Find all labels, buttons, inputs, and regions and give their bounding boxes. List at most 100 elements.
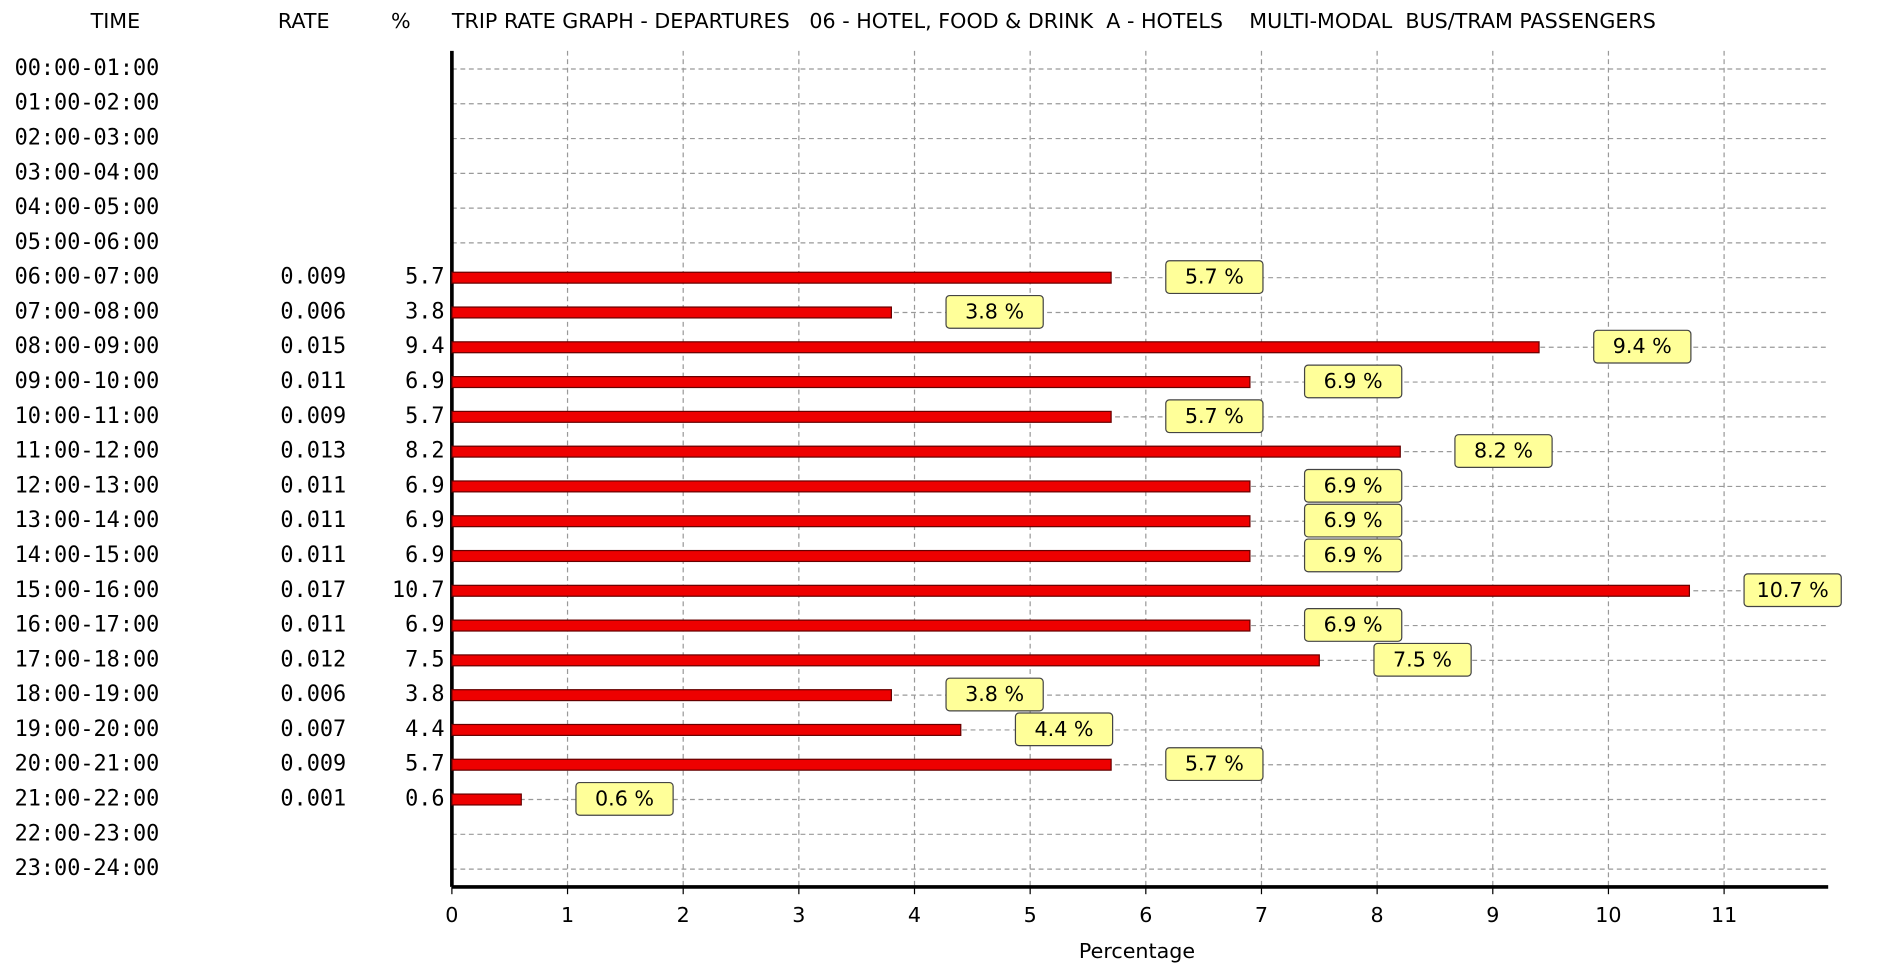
percent-label: 4.4 <box>405 717 444 742</box>
value-label: 4.4 % <box>1035 717 1094 741</box>
time-label: 04:00-05:00 <box>15 195 160 220</box>
rate-label: 0.006 <box>280 300 346 325</box>
value-label-box <box>1743 573 1842 608</box>
column-header: TIME <box>90 9 141 33</box>
bar <box>451 341 1540 354</box>
x-tick-label: 10 <box>1595 903 1621 927</box>
time-label: 20:00-21:00 <box>15 752 160 777</box>
value-label-box <box>1165 260 1264 295</box>
bar <box>451 689 892 702</box>
value-label: 7.5 % <box>1393 647 1452 671</box>
value-label: 3.8 % <box>965 682 1024 706</box>
x-tick-label: 1 <box>561 903 574 927</box>
rate-label: 0.009 <box>280 404 346 429</box>
time-label: 15:00-16:00 <box>15 578 160 603</box>
rate-label: 0.011 <box>280 613 346 638</box>
x-tick-label: 2 <box>677 903 690 927</box>
bar <box>451 619 1251 632</box>
time-label: 17:00-18:00 <box>15 647 160 672</box>
value-label: 0.6 % <box>595 787 654 811</box>
percent-label: 10.7 <box>392 578 445 603</box>
value-label: 6.9 % <box>1324 369 1383 393</box>
value-label: 3.8 % <box>965 300 1024 324</box>
time-label: 21:00-22:00 <box>15 787 160 812</box>
bar <box>451 758 1112 771</box>
x-tick-label: 11 <box>1711 903 1737 927</box>
value-label: 6.9 % <box>1324 543 1383 567</box>
value-label-box <box>1165 399 1264 434</box>
percent-label: 6.9 <box>405 369 444 394</box>
time-label: 14:00-15:00 <box>15 543 160 568</box>
percent-label: 7.5 <box>405 647 444 672</box>
time-label: 00:00-01:00 <box>15 56 160 81</box>
bar <box>451 515 1251 528</box>
rate-label: 0.011 <box>280 473 346 498</box>
time-label: 06:00-07:00 <box>15 265 160 290</box>
rate-label: 0.015 <box>280 334 346 359</box>
bar <box>451 410 1112 423</box>
bar <box>451 306 892 319</box>
bar <box>451 584 1691 597</box>
column-header: % <box>391 9 411 33</box>
x-tick-label: 4 <box>908 903 921 927</box>
value-label-box <box>1373 642 1472 677</box>
value-label: 9.4 % <box>1613 334 1672 358</box>
value-label: 5.7 % <box>1185 265 1244 289</box>
rate-label: 0.001 <box>280 787 346 812</box>
rate-label: 0.011 <box>280 508 346 533</box>
time-label: 19:00-20:00 <box>15 717 160 742</box>
percent-label: 6.9 <box>405 543 444 568</box>
percent-label: 6.9 <box>405 508 444 533</box>
time-label: 22:00-23:00 <box>15 821 160 846</box>
percent-label: 0.6 <box>405 787 444 812</box>
value-label: 8.2 % <box>1474 439 1533 463</box>
time-label: 07:00-08:00 <box>15 300 160 325</box>
rate-label: 0.006 <box>280 682 346 707</box>
rate-label: 0.007 <box>280 717 346 742</box>
value-label-box <box>1593 329 1692 364</box>
value-label-box <box>1303 503 1403 538</box>
value-label: 6.9 % <box>1324 508 1383 532</box>
column-header: RATE <box>278 9 330 33</box>
time-label: 11:00-12:00 <box>15 439 160 464</box>
percent-label: 3.8 <box>405 300 444 325</box>
time-label: 16:00-17:00 <box>15 613 160 638</box>
time-label: 08:00-09:00 <box>15 334 160 359</box>
percent-label: 5.7 <box>405 404 444 429</box>
value-label-box <box>945 677 1044 712</box>
value-label: 5.7 % <box>1185 752 1244 776</box>
x-tick-label: 3 <box>792 903 805 927</box>
value-label: 10.7 % <box>1757 578 1829 602</box>
value-label-box <box>1303 608 1403 642</box>
x-axis-label: Percentage <box>1079 939 1195 963</box>
value-label-box <box>575 781 674 816</box>
time-label: 01:00-02:00 <box>15 91 160 116</box>
time-label: 09:00-10:00 <box>15 369 160 394</box>
time-label: 02:00-03:00 <box>15 126 160 151</box>
time-label: 05:00-06:00 <box>15 230 160 255</box>
rate-label: 0.017 <box>280 578 346 603</box>
x-tick-label: 6 <box>1139 903 1152 927</box>
bar <box>451 480 1251 493</box>
rate-label: 0.013 <box>280 439 346 464</box>
time-label: 18:00-19:00 <box>15 682 160 707</box>
percent-label: 6.9 <box>405 613 444 638</box>
bar <box>451 654 1320 667</box>
bar <box>451 271 1112 284</box>
bar <box>451 376 1251 389</box>
percent-label: 5.7 <box>405 265 444 290</box>
value-label: 6.9 % <box>1324 613 1383 637</box>
time-label: 10:00-11:00 <box>15 404 160 429</box>
rate-label: 0.009 <box>280 752 346 777</box>
x-tick-label: 5 <box>1024 903 1037 927</box>
rate-label: 0.011 <box>280 543 346 568</box>
time-label: 13:00-14:00 <box>15 508 160 533</box>
x-tick-label: 0 <box>445 903 458 927</box>
time-label: 12:00-13:00 <box>15 473 160 498</box>
bar <box>451 723 962 736</box>
percent-label: 3.8 <box>405 682 444 707</box>
percent-label: 5.7 <box>405 752 444 777</box>
bar <box>451 793 522 806</box>
percent-label: 6.9 <box>405 473 444 498</box>
chart-title: TRIP RATE GRAPH - DEPARTURES 06 - HOTEL,… <box>451 9 1656 33</box>
